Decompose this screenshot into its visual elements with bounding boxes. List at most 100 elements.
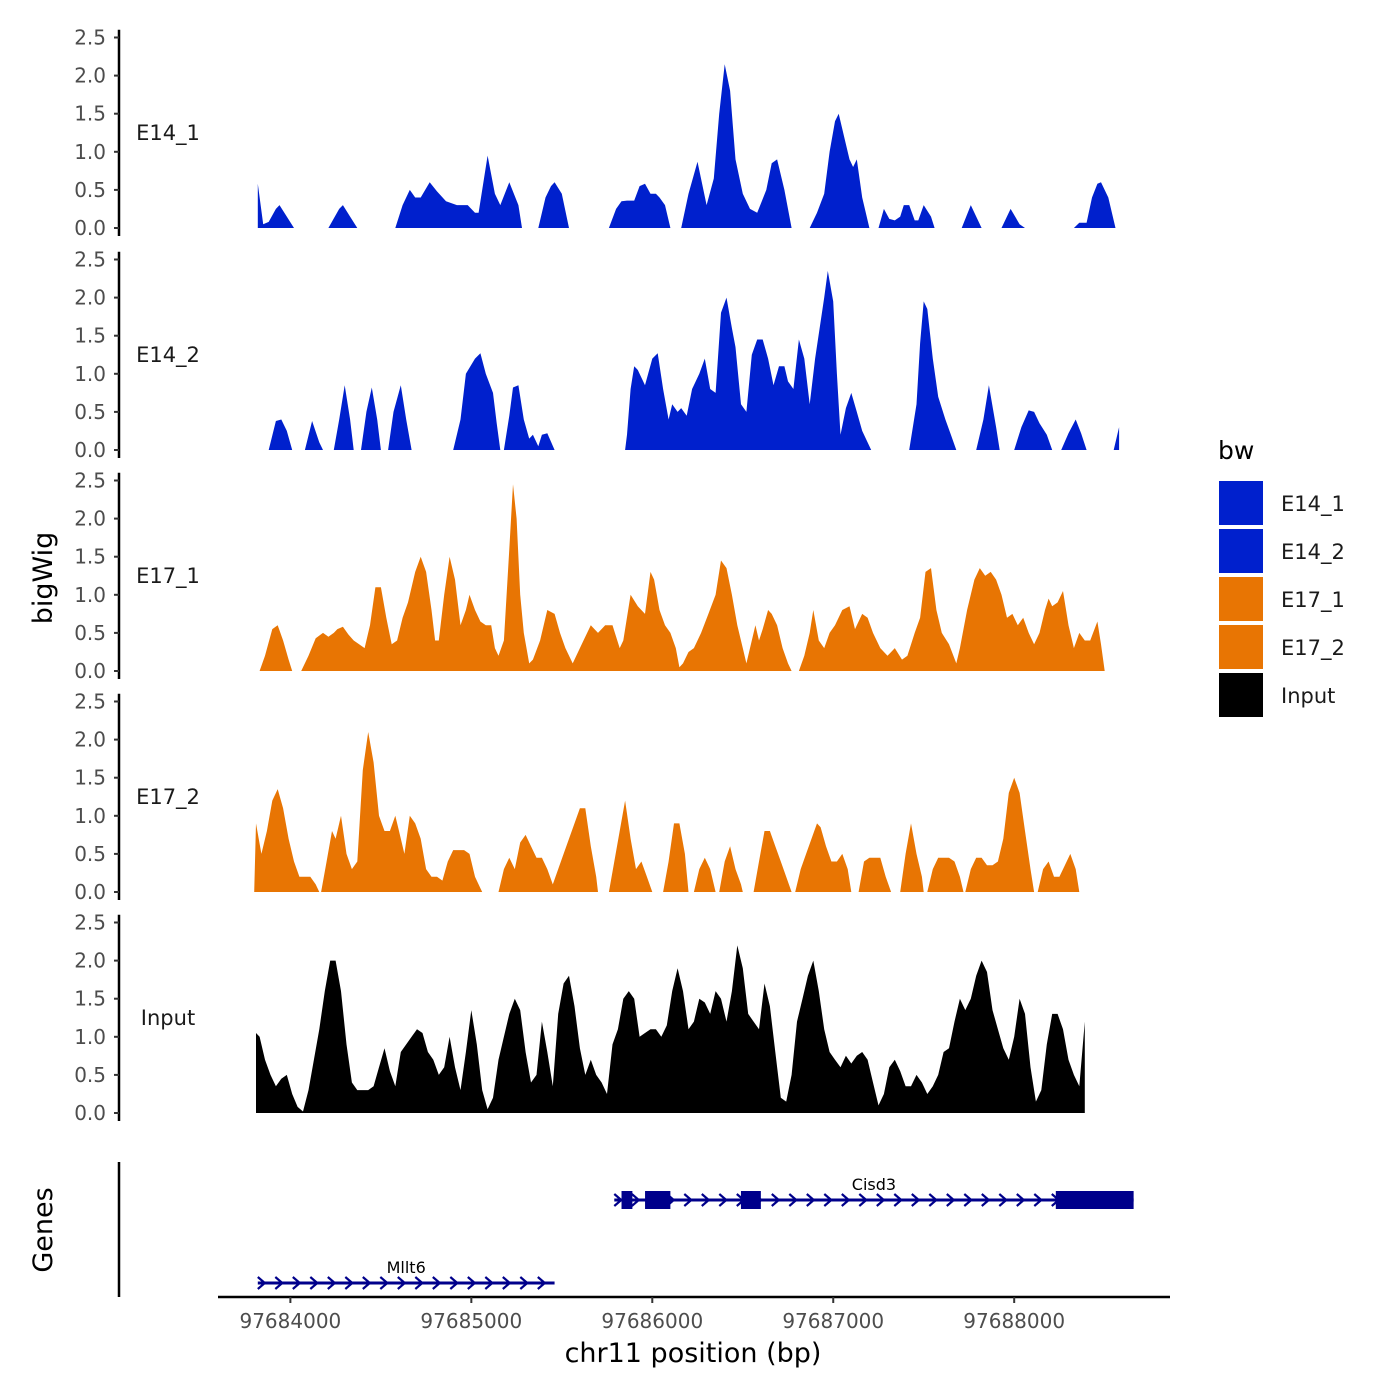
y-tick-label: 2.0 <box>74 507 106 531</box>
strand-arrow-icon <box>484 1276 495 1290</box>
signal-area-E14_1 <box>257 64 1116 228</box>
x-axis-title: chr11 position (bp) <box>565 1338 822 1369</box>
y-tick-label: 0.5 <box>74 400 106 424</box>
strand-arrow-icon <box>771 1193 781 1207</box>
strand-arrow-icon <box>718 1193 728 1207</box>
strand-arrow-icon <box>257 1276 267 1290</box>
exon <box>740 1191 761 1209</box>
gene-name: Mllt6 <box>387 1258 426 1277</box>
y-tick-label: 0.0 <box>74 880 106 904</box>
strand-arrow-icon <box>362 1276 372 1290</box>
legend-swatch <box>1219 481 1263 525</box>
strand-arrow-icon <box>858 1193 868 1207</box>
strand-arrow-icon <box>449 1276 460 1290</box>
legend-item-E17_2: E17_2 <box>1219 625 1345 669</box>
signal-tracks: 0.0 0.5 1.0 1.5 2.0 2.5 E14_1 0.0 0.5 1.0 1.5 2.0 2.… <box>74 26 1120 1125</box>
strand-arrow-icon <box>701 1193 711 1207</box>
strand-arrow-icon <box>946 1193 956 1207</box>
y-tick-label: 1.5 <box>74 987 106 1011</box>
strand-arrow-icon <box>823 1193 833 1207</box>
y-tick-label: 0.5 <box>74 842 106 866</box>
y-tick-label: 0.5 <box>74 621 106 645</box>
y-tick-label: 1.0 <box>74 1025 106 1049</box>
legend-swatch <box>1219 577 1263 621</box>
signal-area-E14_2 <box>268 270 1120 450</box>
legend: bw E14_1 E14_2 E17_1 E17_2 Input <box>1218 436 1345 717</box>
legend-label: E14_2 <box>1281 540 1345 565</box>
legend-swatch <box>1219 625 1263 669</box>
strand-arrow-icon <box>274 1276 285 1290</box>
strand-arrow-icon <box>292 1276 302 1290</box>
track-E14_1: 0.0 0.5 1.0 1.5 2.0 2.5 E14_1 <box>74 26 1116 240</box>
track-label: E17_2 <box>136 785 200 810</box>
strand-arrow-icon <box>379 1276 390 1290</box>
y-tick-label: 2.5 <box>74 248 106 272</box>
signal-area-E17_2 <box>254 732 1080 892</box>
strand-arrow-icon <box>1033 1193 1043 1207</box>
strand-arrow-icon <box>309 1276 320 1290</box>
strand-arrow-icon <box>998 1193 1008 1207</box>
gene-Cisd3: Cisd3 <box>613 1175 1134 1209</box>
strand-arrow-icon <box>806 1193 816 1207</box>
y-tick-label: 0.0 <box>74 659 106 683</box>
exon <box>621 1191 633 1209</box>
y-tick-label: 0.0 <box>74 216 106 240</box>
y-tick-label: 2.5 <box>74 26 106 50</box>
y-tick-label: 2.5 <box>74 911 106 935</box>
legend-item-E17_1: E17_1 <box>1219 577 1345 621</box>
legend-swatch <box>1219 673 1263 717</box>
signal-area-E17_1 <box>259 484 1105 671</box>
track-label: Input <box>141 1006 195 1030</box>
x-axis: 97684000 97685000 97686000 97687000 97688000 <box>218 1295 1170 1333</box>
y-tick-label: 2.0 <box>74 949 106 973</box>
strand-arrow-icon <box>841 1193 851 1207</box>
y-tick-label: 1.0 <box>74 583 106 607</box>
x-tick-label: 97686000 <box>601 1309 703 1333</box>
strand-arrow-icon <box>893 1193 903 1207</box>
y-axis-title: bigWig <box>28 532 59 625</box>
strand-arrow-icon <box>467 1276 477 1290</box>
strand-arrow-icon <box>981 1193 991 1207</box>
y-tick-label: 1.0 <box>74 804 106 828</box>
legend-label: E17_2 <box>1281 636 1345 661</box>
y-tick-label: 1.0 <box>74 140 106 164</box>
y-tick-label: 2.5 <box>74 469 106 493</box>
track-label: E17_1 <box>136 564 200 589</box>
x-tick-label: 97685000 <box>420 1309 522 1333</box>
track-E14_2: 0.0 0.5 1.0 1.5 2.0 2.5 E14_2 <box>74 248 1120 462</box>
y-tick-label: 2.0 <box>74 286 106 310</box>
track-E17_1: 0.0 0.5 1.0 1.5 2.0 2.5 E17_1 <box>74 469 1105 683</box>
track-label: E14_2 <box>136 343 200 368</box>
strand-arrow-icon <box>613 1193 623 1207</box>
strand-arrow-icon <box>414 1276 425 1290</box>
strand-arrow-icon <box>963 1193 973 1207</box>
strand-arrow-icon <box>327 1276 337 1290</box>
legend-item-Input: Input <box>1219 673 1335 717</box>
strand-arrow-icon <box>788 1193 798 1207</box>
genes-axis-title: Genes <box>28 1187 59 1272</box>
strand-arrow-icon <box>519 1276 530 1290</box>
strand-arrow-icon <box>537 1276 547 1290</box>
signal-area-Input <box>256 945 1085 1113</box>
strand-arrow-icon <box>876 1193 886 1207</box>
legend-label: Input <box>1281 684 1335 708</box>
legend-item-E14_2: E14_2 <box>1219 529 1345 573</box>
y-tick-label: 0.0 <box>74 1101 106 1125</box>
legend-label: E17_1 <box>1281 588 1345 613</box>
track-E17_2: 0.0 0.5 1.0 1.5 2.0 2.5 E17_2 <box>74 690 1080 904</box>
y-tick-label: 1.5 <box>74 102 106 126</box>
strand-arrow-icon <box>397 1276 407 1290</box>
y-tick-label: 0.0 <box>74 438 106 462</box>
gene-annotation-panel: Cisd3 Mllt6 <box>117 1162 1134 1297</box>
y-tick-label: 0.5 <box>74 1063 106 1087</box>
legend-label: E14_1 <box>1281 492 1345 517</box>
exon <box>1055 1191 1134 1209</box>
y-tick-label: 1.5 <box>74 324 106 348</box>
x-tick-label: 97687000 <box>782 1309 884 1333</box>
legend-swatch <box>1219 529 1263 573</box>
y-tick-label: 2.5 <box>74 690 106 714</box>
strand-arrow-icon <box>631 1193 641 1207</box>
y-tick-label: 1.0 <box>74 362 106 386</box>
x-tick-label: 97688000 <box>963 1309 1065 1333</box>
